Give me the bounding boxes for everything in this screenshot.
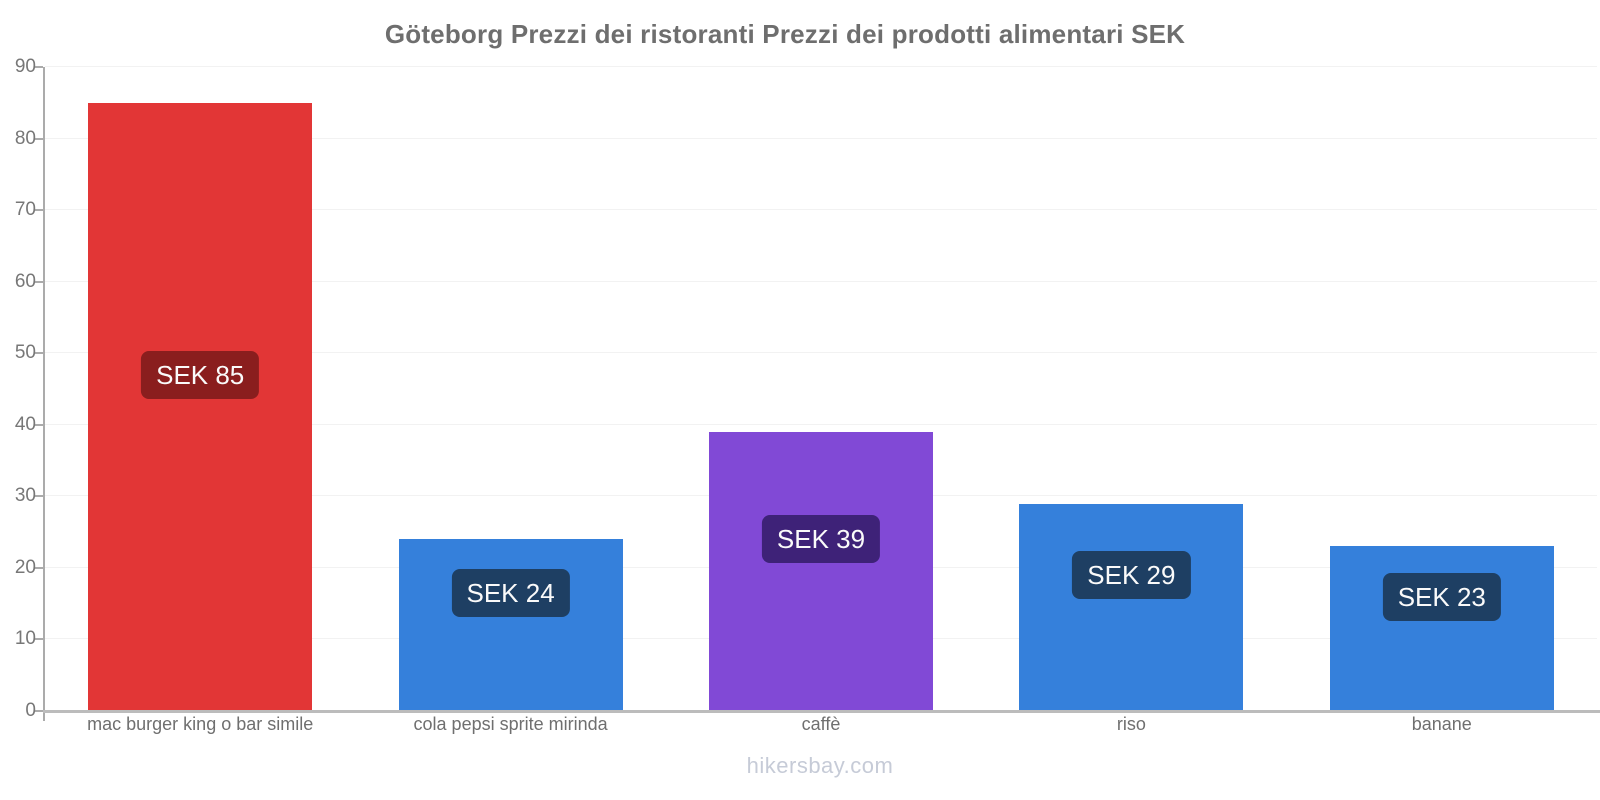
gridline <box>45 423 1597 425</box>
x-tick-label: caffè <box>801 714 841 734</box>
bar-value-badge: SEK 85 <box>141 350 260 399</box>
bar-value-badge: SEK 39 <box>761 515 881 564</box>
y-tick-label: 90 <box>14 56 36 77</box>
x-axis-line <box>43 710 1600 713</box>
gridline <box>45 352 1597 354</box>
y-axis-tick <box>34 638 43 641</box>
x-tick-label: cola pepsi sprite mirinda <box>413 714 608 734</box>
y-tick-label: 60 <box>14 270 36 292</box>
y-axis-line <box>43 67 45 721</box>
bar-band: SEK 39 <box>666 67 976 711</box>
bar-band: SEK 29 <box>976 67 1286 711</box>
x-tick-label: mac burger king o bar simile <box>87 714 314 734</box>
bar-value-badge: SEK 24 <box>451 569 570 618</box>
plot-area: SEK 85 SEK 24 SEK 39 SEK 29 SEK 23 <box>43 66 1597 721</box>
gridline <box>45 209 1597 211</box>
bar-band: SEK 24 <box>355 67 665 711</box>
bar[interactable]: SEK 85 <box>88 102 313 711</box>
bar[interactable]: SEK 24 <box>398 539 623 711</box>
x-tick-label: banane <box>1411 714 1472 734</box>
y-tick-label: 50 <box>14 342 36 364</box>
y-axis-tick <box>34 137 43 140</box>
y-tick-label: 70 <box>14 199 36 221</box>
x-tick-label: riso <box>1116 714 1146 734</box>
y-tick-label: 30 <box>14 485 36 507</box>
y-axis-tick <box>34 566 43 569</box>
bar-band: SEK 23 <box>1287 67 1597 711</box>
y-axis-tick <box>34 209 43 212</box>
bar-value-badge: SEK 29 <box>1072 551 1191 600</box>
bar[interactable]: SEK 39 <box>708 431 934 711</box>
y-axis-tick <box>34 710 43 712</box>
bar-band: SEK 85 <box>45 67 355 711</box>
y-axis-tick <box>34 66 43 68</box>
bar[interactable]: SEK 23 <box>1329 546 1554 711</box>
y-tick-label: 40 <box>14 413 36 435</box>
gridline <box>45 66 1597 67</box>
gridline <box>45 137 1597 139</box>
y-axis-tick <box>34 352 43 355</box>
chart-title: Göteborg Prezzi dei ristoranti Prezzi de… <box>384 19 1186 49</box>
y-axis-tick <box>34 495 43 498</box>
y-tick-label: 20 <box>14 556 36 578</box>
y-axis-tick <box>34 280 43 283</box>
y-axis-tick <box>34 423 43 426</box>
footer-watermark: hikersbay.com <box>746 753 894 778</box>
gridline <box>45 280 1597 282</box>
y-tick-label: 0 <box>25 700 36 721</box>
y-tick-label: 80 <box>14 127 36 149</box>
bar[interactable]: SEK 29 <box>1019 503 1244 711</box>
bar-value-badge: SEK 23 <box>1382 572 1501 621</box>
x-axis-labels: mac burger king o bar simile cola pepsi s… <box>45 714 1597 744</box>
y-tick-label: 10 <box>14 628 36 650</box>
